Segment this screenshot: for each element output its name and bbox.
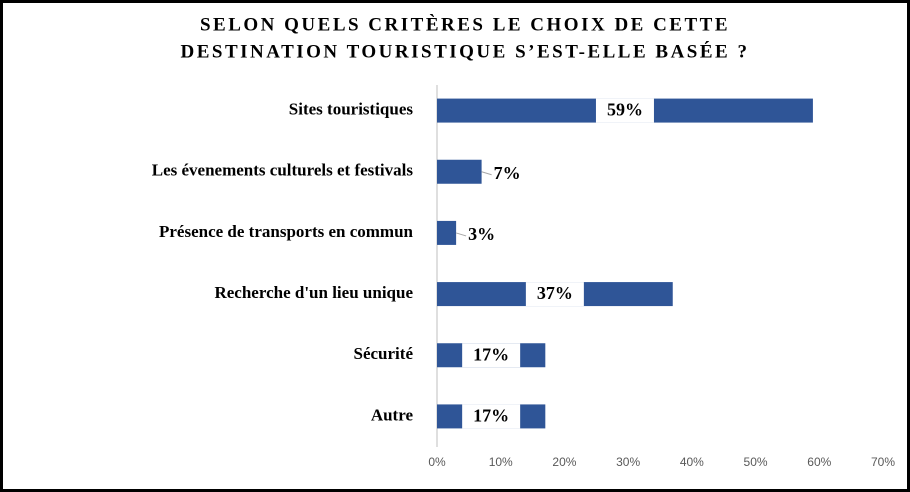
data-label: 17% xyxy=(473,344,509,364)
label-box xyxy=(462,404,521,429)
x-tick-label: 20% xyxy=(552,455,576,469)
y-tick-label: Sites touristiques xyxy=(289,99,414,118)
chart-title: DESTINATION TOURISTIQUE S’EST-ELLE BASÉE… xyxy=(181,40,750,62)
x-tick-label: 70% xyxy=(871,455,895,469)
x-tick-label: 60% xyxy=(807,455,831,469)
label-box xyxy=(525,282,584,307)
chart-title: SELON QUELS CRITÈRES LE CHOIX DE CETTE xyxy=(200,13,730,35)
x-tick-label: 50% xyxy=(744,455,768,469)
leader-line xyxy=(455,232,467,237)
y-tick-label: Autre xyxy=(371,405,414,424)
x-tick-label: 0% xyxy=(428,455,446,469)
data-label: 3% xyxy=(468,224,495,244)
label-box xyxy=(595,98,654,123)
x-tick-label: 40% xyxy=(680,455,704,469)
data-label: 37% xyxy=(537,283,573,303)
y-tick-label: Présence de transports en commun xyxy=(159,222,414,241)
data-label: 59% xyxy=(607,100,643,120)
y-tick-label: Sécurité xyxy=(354,344,414,363)
data-label: 7% xyxy=(494,163,521,183)
label-box xyxy=(462,343,521,368)
x-tick-label: 30% xyxy=(616,455,640,469)
x-tick-label: 10% xyxy=(489,455,513,469)
leader-line xyxy=(481,171,492,176)
y-tick-label: Les évenements culturels et festivals xyxy=(152,161,414,180)
bar xyxy=(437,159,482,184)
bar xyxy=(437,220,457,245)
data-label: 17% xyxy=(473,406,509,426)
y-tick-label: Recherche d'un lieu unique xyxy=(214,283,413,302)
